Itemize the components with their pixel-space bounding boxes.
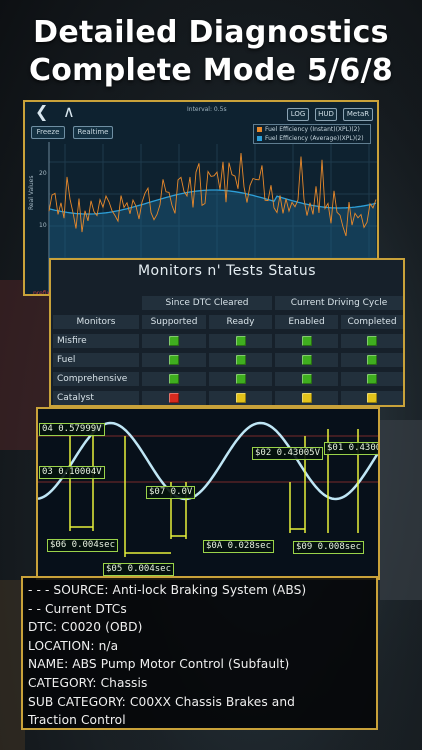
dtc-location: LOCATION: n/a	[28, 638, 119, 653]
monitor-name-fuel: Fuel	[53, 353, 139, 367]
y-axis-label: Real Values	[28, 175, 35, 210]
status-led-red	[169, 393, 179, 403]
oxygen-sensor-waveform-panel: 04 0.57999V 03 0.10004V $07 0.0V $02 0.4…	[36, 407, 380, 580]
dtc-subcategory: SUB CATEGORY: C00XX Chassis Brakes and	[28, 694, 295, 709]
marker-07: $07 0.0V	[146, 486, 196, 499]
average-series-line	[48, 189, 377, 215]
monitors-tests-panel: Monitors n' Tests Status Since DTC Clear…	[49, 258, 405, 407]
status-cell	[209, 334, 272, 348]
y-tick-20: 20	[39, 170, 47, 177]
status-led-green	[301, 355, 312, 365]
monitors-title: Monitors n' Tests Status	[137, 263, 317, 279]
monitor-name-misfire: Misfire	[53, 334, 139, 348]
dtc-category: CATEGORY: Chassis	[28, 675, 148, 690]
marker-03: 03 0.10004V	[39, 466, 105, 479]
marker-06: $06 0.004sec	[47, 539, 119, 552]
group-current-driving-cycle: Current Driving Cycle	[275, 296, 403, 310]
status-cell	[142, 372, 206, 386]
column-enabled: Enabled	[275, 315, 338, 329]
monitor-name-comprehensive: Comprehensive	[53, 372, 139, 386]
status-cell	[142, 353, 206, 367]
legend-entry-average: Fuel Efficiency (Average)(XPL)(2)	[254, 134, 370, 143]
status-led-green	[367, 336, 377, 346]
marker-09: $09 0.008sec	[293, 541, 365, 554]
legend-swatch-average	[257, 136, 262, 141]
status-led-green	[169, 355, 179, 365]
dtc-subcategory-cont: Traction Control	[28, 713, 126, 728]
meta-button[interactable]: MetaR	[343, 108, 373, 121]
status-led-green	[169, 374, 179, 384]
y-tick-10: 10	[39, 222, 47, 229]
group-since-dtc-cleared: Since DTC Cleared	[142, 296, 272, 310]
headline-line1: Detailed Diagnostics	[33, 15, 389, 50]
marker-02: $02 0.43005V	[252, 447, 324, 460]
marker-05: $05 0.004sec	[103, 563, 175, 576]
status-cell	[142, 334, 206, 348]
freeze-button[interactable]: Freeze	[31, 126, 65, 139]
status-cell	[341, 391, 403, 405]
status-led-green	[235, 374, 246, 384]
status-cell	[341, 353, 403, 367]
dtc-code: DTC: C0020 (OBD)	[28, 620, 143, 635]
status-led-green	[235, 355, 246, 365]
status-led-yellow	[367, 393, 377, 403]
dtc-current-header: - - Current DTCs	[28, 601, 127, 616]
status-cell	[275, 334, 338, 348]
status-cell	[275, 353, 338, 367]
back-arrow-icon[interactable]: ❮	[35, 102, 49, 121]
status-cell	[341, 372, 403, 386]
marker-0a: $0A 0.028sec	[203, 540, 275, 553]
log-button[interactable]: LOG	[287, 108, 309, 121]
dtc-info-panel: - - - SOURCE: Anti-lock Braking System (…	[21, 576, 378, 730]
legend-entry-instant: Fuel Efficiency (Instant)(XPL)(2)	[254, 125, 370, 134]
status-cell	[275, 372, 338, 386]
monitor-name-catalyst: Catalyst	[53, 391, 139, 405]
legend-label-instant: Fuel Efficiency (Instant)(XPL)(2)	[265, 126, 360, 133]
status-cell	[209, 353, 272, 367]
realtime-button[interactable]: Realtime	[73, 126, 113, 139]
up-arrow-icon[interactable]: ∧	[63, 102, 75, 121]
instant-series-line	[48, 152, 377, 237]
headline: Detailed Diagnostics Complete Mode 5/6/8	[0, 14, 422, 90]
marker-01: $01 0.43005V	[324, 442, 378, 455]
status-led-green	[235, 336, 246, 346]
headline-line2: Complete Mode 5/6/8	[28, 53, 394, 88]
hud-button[interactable]: HUD	[315, 108, 337, 121]
status-cell	[275, 391, 338, 405]
interval-label: Interval: 0.5s	[187, 106, 227, 113]
status-led-green	[367, 355, 377, 365]
status-led-green	[301, 336, 312, 346]
dtc-name: NAME: ABS Pump Motor Control (Subfault)	[28, 657, 290, 672]
status-led-yellow	[235, 393, 246, 403]
graph-footer-text: prefix	[33, 290, 51, 296]
dtc-source: - - - SOURCE: Anti-lock Braking System (…	[28, 583, 307, 597]
status-cell	[341, 334, 403, 348]
graph-legend: Fuel Efficiency (Instant)(XPL)(2) Fuel E…	[253, 124, 371, 144]
status-led-green	[301, 374, 312, 384]
column-ready: Ready	[209, 315, 272, 329]
column-monitors: Monitors	[53, 315, 139, 329]
status-cell	[142, 391, 206, 405]
legend-label-average: Fuel Efficiency (Average)(XPL)(2)	[265, 135, 364, 142]
status-cell	[209, 372, 272, 386]
status-led-yellow	[301, 393, 312, 403]
legend-swatch-instant	[257, 127, 262, 132]
status-led-green	[169, 336, 179, 346]
marker-04: 04 0.57999V	[39, 423, 105, 436]
status-cell	[209, 391, 272, 405]
column-supported: Supported	[142, 315, 206, 329]
status-led-green	[367, 374, 377, 384]
column-completed: Completed	[341, 315, 403, 329]
